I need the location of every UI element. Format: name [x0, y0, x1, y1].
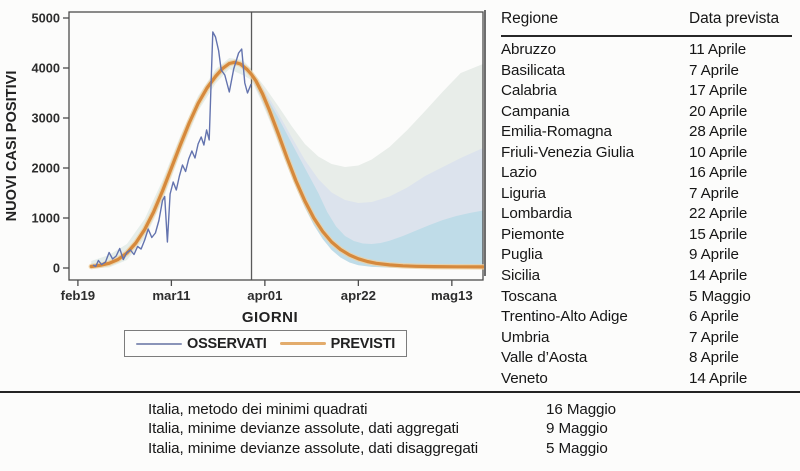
region-name: Puglia: [501, 246, 543, 264]
predicted-date: 20 Aprile: [689, 102, 748, 120]
legend-label-previsti: PREVISTI: [330, 335, 396, 352]
x-tick-label: apr22: [341, 288, 376, 303]
y-tick-label: 2000: [32, 161, 60, 176]
table-row: Campania 20 Aprile: [501, 102, 792, 123]
predicted-date: 11 Aprile: [689, 41, 747, 58]
y-tick-label: 3000: [32, 111, 60, 126]
previsti-line: [89, 60, 485, 269]
region-name: Friuli-Venezia Giulia: [501, 143, 634, 161]
y-tick-label: 4000: [32, 61, 60, 76]
middle-band: [251, 71, 483, 268]
region-name: Campania: [501, 102, 570, 120]
chart-panel: 0 1000 2000 3000 4000 5000 feb19 mar11 apr01 apr2…: [0, 0, 492, 360]
x-tick-label: apr01: [247, 288, 282, 303]
table-row: Friuli-Venezia Giulia 10 Aprile: [501, 143, 792, 164]
region-name: Lazio: [501, 164, 537, 182]
y-tick-label: 0: [53, 261, 60, 276]
osservati-line-sample: [136, 342, 182, 345]
region-name: Liguria: [501, 184, 546, 202]
y-tick-label: 5000: [32, 11, 60, 26]
table-row: Valle d’Aosta 8 Aprile: [501, 348, 792, 369]
predicted-date: 10 Aprile: [689, 143, 748, 161]
method-date: 5 Maggio: [546, 439, 608, 457]
method-label: Italia, minime devianze assolute, dati a…: [148, 420, 459, 438]
region-name: Umbria: [501, 328, 550, 346]
osservati-line: [92, 31, 252, 268]
predicted-date: 9 Aprile: [689, 246, 739, 264]
table-row: Piemonte 15 Aprile: [501, 225, 792, 246]
method-row: Italia, minime devianze assolute, dati d…: [148, 439, 788, 458]
table-row: Puglia 9 Aprile: [501, 245, 792, 266]
table-row: Trentino-Alto Adige 6 Aprile: [501, 307, 792, 328]
region-name: Emilia-Romagna: [501, 123, 612, 141]
region-table: Regione Data prevista Abruzzo 11 Aprile …: [501, 10, 792, 389]
y-axis-title: NUOVI CASI POSITIVI: [4, 71, 20, 222]
region-name: Calabria: [501, 82, 557, 100]
region-name: Lombardia: [501, 205, 572, 223]
inner-band: [251, 73, 483, 268]
region-name: Sicilia: [501, 267, 540, 285]
predicted-date: 14 Aprile: [689, 369, 748, 387]
predicted-date: 15 Aprile: [689, 225, 748, 243]
x-tick-label: mar11: [152, 288, 190, 303]
predicted-date: 22 Aprile: [689, 205, 748, 223]
region-name: Valle d’Aosta: [501, 349, 588, 367]
predicted-date: 17 Aprile: [689, 82, 748, 100]
predicted-date: 5 Maggio: [689, 287, 751, 305]
table-row: Lombardia 22 Aprile: [501, 204, 792, 225]
forecast-chart: 0 1000 2000 3000 4000 5000 feb19 mar11 apr01 apr2…: [4, 11, 486, 326]
region-name: Piemonte: [501, 225, 565, 243]
x-axis-title: GIORNI: [242, 309, 298, 326]
region-name: Toscana: [501, 287, 557, 305]
method-date: 16 Maggio: [546, 401, 617, 418]
column-header-date: Data prevista: [689, 10, 780, 27]
table-row: Sicilia 14 Aprile: [501, 266, 792, 287]
table-row: Lazio 16 Aprile: [501, 163, 792, 184]
region-name: Basilicata: [501, 61, 565, 79]
table-row: Toscana 5 Maggio: [501, 287, 792, 308]
predicted-date: 14 Aprile: [689, 267, 748, 285]
predicted-date: 8 Aprile: [689, 349, 739, 367]
region-name: Trentino-Alto Adige: [501, 308, 628, 326]
region-table-body: Abruzzo 11 Aprile Basilicata 7 Aprile Ca…: [501, 40, 792, 389]
predicted-date: 7 Aprile: [689, 328, 739, 346]
legend-label-osservati: OSSERVATI: [187, 335, 267, 352]
table-row: Umbria 7 Aprile: [501, 328, 792, 349]
y-tick-label: 1000: [32, 211, 60, 226]
table-header: Regione Data prevista: [501, 10, 792, 37]
method-label: Italia, metodo dei minimi quadrati: [148, 401, 368, 418]
predicted-date: 7 Aprile: [689, 184, 739, 202]
x-tick-label: mag13: [431, 288, 473, 303]
italy-methods-list: Italia, metodo dei minimi quadrati 16 Ma…: [148, 400, 788, 458]
region-name: Veneto: [501, 369, 548, 387]
column-header-region: Regione: [501, 10, 559, 27]
predicted-date: 16 Aprile: [689, 164, 748, 182]
plot-border: [68, 11, 484, 281]
method-date: 9 Maggio: [546, 420, 608, 438]
table-row: Emilia-Romagna 28 Aprile: [501, 122, 792, 143]
table-row: Abruzzo 11 Aprile: [501, 40, 792, 61]
table-row: Calabria 17 Aprile: [501, 81, 792, 102]
region-name: Abruzzo: [501, 41, 557, 58]
predicted-date: 28 Aprile: [689, 123, 748, 141]
method-label: Italia, minime devianze assolute, dati d…: [148, 439, 479, 457]
predicted-date: 7 Aprile: [689, 61, 739, 79]
predicted-date: 6 Aprile: [689, 308, 739, 326]
x-tick-label: feb19: [61, 288, 95, 303]
table-row: Veneto 14 Aprile: [501, 369, 792, 390]
method-row: Italia, metodo dei minimi quadrati 16 Ma…: [148, 400, 788, 419]
previsti-line-sample: [279, 341, 326, 346]
legend-item-osservati: OSSERVATI: [136, 336, 267, 352]
section-divider-line: [0, 391, 800, 393]
chart-legend: OSSERVATI PREVISTI: [124, 330, 408, 357]
legend-item-previsti: PREVISTI: [279, 335, 396, 352]
table-row: Liguria 7 Aprile: [501, 184, 792, 205]
table-row: Basilicata 7 Aprile: [501, 61, 792, 82]
method-row: Italia, minime devianze assolute, dati a…: [148, 419, 788, 438]
chart-table-divider: [484, 10, 486, 276]
